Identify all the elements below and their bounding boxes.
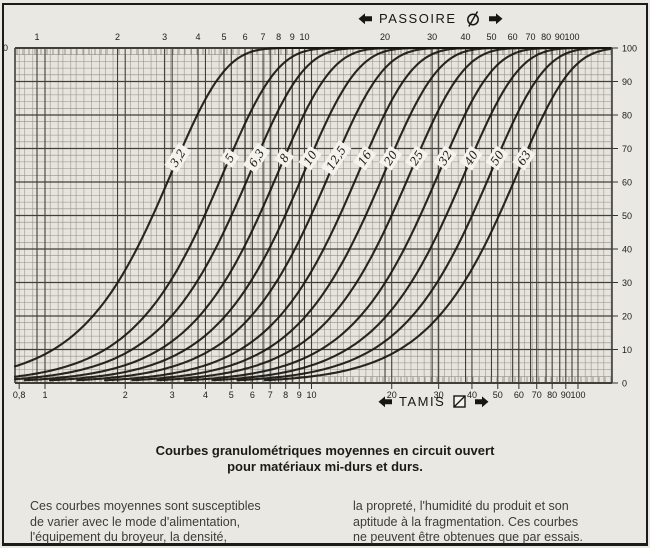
caption-text-line: l'équipement du broyeur, la densité, bbox=[30, 530, 227, 544]
curve-label-63: 63 bbox=[512, 145, 536, 171]
axis-tick-label: 3 bbox=[170, 390, 175, 400]
svg-text:32: 32 bbox=[435, 148, 455, 168]
axis-tick-label: 0 bbox=[3, 43, 8, 53]
bottom-axis-label: TAMIS bbox=[399, 394, 446, 409]
axis-tick-label: 70 bbox=[622, 144, 632, 154]
axis-tick-label: 9 bbox=[297, 390, 302, 400]
caption-left-column: Ces courbes moyennes sont susceptibles d… bbox=[30, 499, 300, 546]
axis-tick-label: 70 bbox=[526, 32, 536, 42]
arrow-left-icon bbox=[358, 12, 372, 25]
caption-text-line: Ces courbes moyennes sont susceptibles bbox=[30, 499, 261, 513]
curve-label-32: 32 bbox=[433, 145, 458, 171]
axis-tick-label: 10 bbox=[306, 390, 316, 400]
axis-tick-label: 100 bbox=[564, 32, 579, 42]
curve-label-20: 20 bbox=[378, 145, 403, 171]
axis-tick-label: 40 bbox=[622, 245, 632, 255]
axis-tick-label: 90 bbox=[561, 390, 571, 400]
axis-tick-label: 40 bbox=[467, 390, 477, 400]
axis-tick-label: 40 bbox=[461, 32, 471, 42]
top-axis-banner: PASSOIRE bbox=[358, 9, 503, 28]
axis-tick-label: 20 bbox=[622, 312, 632, 322]
axis-tick-label: 6 bbox=[250, 390, 255, 400]
svg-text:16: 16 bbox=[355, 148, 375, 168]
arrow-left-icon bbox=[378, 395, 392, 408]
axis-tick-label: 80 bbox=[541, 32, 551, 42]
axis-tick-label: 9 bbox=[290, 32, 295, 42]
svg-text:63: 63 bbox=[514, 148, 534, 168]
axis-tick-label: 1 bbox=[34, 32, 39, 42]
axis-tick-label: 4 bbox=[196, 32, 201, 42]
granulometric-curve-50 bbox=[236, 46, 612, 382]
svg-text:10: 10 bbox=[300, 148, 320, 168]
axis-tick-label: 90 bbox=[622, 77, 632, 87]
axis-tick-label: 2 bbox=[115, 32, 120, 42]
axis-tick-label: 70 bbox=[532, 390, 542, 400]
axis-tick-label: 20 bbox=[387, 390, 397, 400]
axis-tick-label: 30 bbox=[622, 278, 632, 288]
axis-tick-label: 10 bbox=[622, 345, 632, 355]
curve-label-16: 16 bbox=[353, 145, 377, 171]
axis-tick-label: 5 bbox=[229, 390, 234, 400]
curve-label-8: 8 bbox=[274, 148, 295, 168]
axis-tick-label: 10 bbox=[299, 32, 309, 42]
curve-label-10: 10 bbox=[298, 145, 322, 171]
axis-tick-label: 30 bbox=[434, 390, 444, 400]
arrow-right-icon bbox=[475, 395, 489, 408]
axis-tick-label: 100 bbox=[622, 44, 637, 54]
granulometric-curve-40 bbox=[211, 46, 612, 382]
svg-text:50: 50 bbox=[487, 148, 507, 168]
axis-tick-label: 2 bbox=[123, 390, 128, 400]
axis-tick-label: 60 bbox=[514, 390, 524, 400]
caption-text-line: de varier avec le mode d'alimentation, bbox=[30, 514, 241, 529]
caption-text-line: la propreté, l'humidité du produit et so… bbox=[353, 499, 569, 513]
axis-tick-label: 50 bbox=[622, 211, 632, 221]
axis-tick-label: 8 bbox=[276, 32, 281, 42]
round-hole-icon bbox=[464, 9, 482, 28]
axis-tick-label: 0 bbox=[622, 379, 627, 389]
curve-label-40: 40 bbox=[459, 145, 483, 171]
square-hole-icon bbox=[452, 394, 468, 409]
axis-tick-label: 50 bbox=[486, 32, 496, 42]
axis-tick-label: 20 bbox=[380, 32, 390, 42]
bottom-axis-banner: TAMIS bbox=[378, 394, 489, 409]
axis-tick-label: 8 bbox=[283, 390, 288, 400]
top-axis-label: PASSOIRE bbox=[379, 11, 457, 26]
axis-tick-label: 80 bbox=[547, 390, 557, 400]
axis-tick-label: 0,8 bbox=[13, 390, 26, 400]
caption-text-line: aptitude à la fragmentation. Ces courbes bbox=[353, 514, 579, 529]
axis-tick-label: 80 bbox=[622, 111, 632, 121]
axis-tick-label: 6 bbox=[243, 32, 248, 42]
chart-caption-title: Courbes granulométriques moyennes en cir… bbox=[0, 443, 650, 475]
caption-title-line1: Courbes granulométriques moyennes en cir… bbox=[155, 443, 495, 458]
caption-right-column: la propreté, l'humidité du produit et so… bbox=[353, 499, 628, 546]
curve-label-50: 50 bbox=[485, 145, 509, 171]
arrow-right-icon bbox=[488, 12, 503, 25]
axis-tick-label: 30 bbox=[427, 32, 437, 42]
curve-label-5: 5 bbox=[219, 148, 240, 168]
caption-text-line: ne peuvent être obtenues que par essais. bbox=[353, 530, 584, 544]
axis-tick-label: 5 bbox=[221, 32, 226, 42]
granulometric-curve-32 bbox=[183, 46, 612, 382]
axis-tick-label: 50 bbox=[493, 390, 503, 400]
axis-tick-label: 100 bbox=[570, 390, 585, 400]
caption-title-line2: pour matériaux mi-durs et durs. bbox=[227, 459, 423, 474]
axis-tick-label: 7 bbox=[261, 32, 266, 42]
axis-tick-label: 7 bbox=[268, 390, 273, 400]
curve-label-25: 25 bbox=[404, 145, 429, 171]
axis-tick-label: 4 bbox=[203, 390, 208, 400]
axis-tick-label: 90 bbox=[555, 32, 565, 42]
axis-tick-label: 60 bbox=[622, 178, 632, 188]
axis-tick-label: 3 bbox=[162, 32, 167, 42]
axis-tick-label: 1 bbox=[42, 390, 47, 400]
axis-tick-label: 60 bbox=[508, 32, 518, 42]
granulometric-curve-63 bbox=[263, 48, 612, 382]
